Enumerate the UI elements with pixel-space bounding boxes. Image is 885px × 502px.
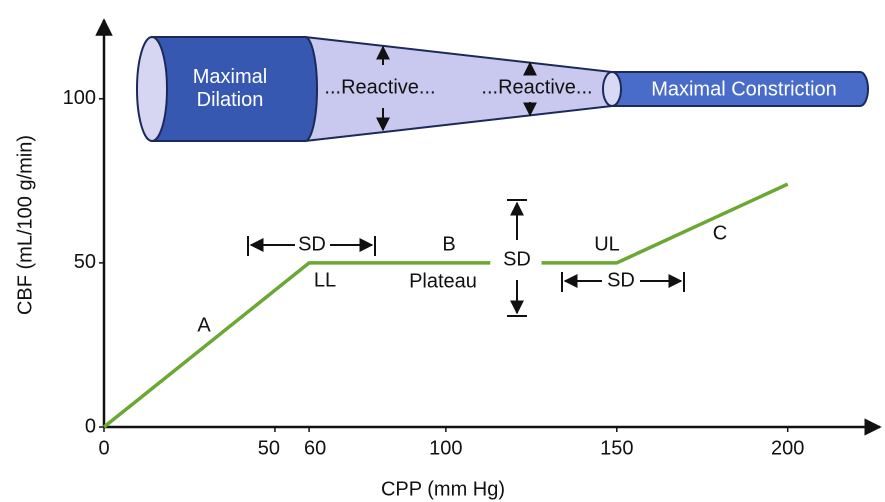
annotation: C bbox=[713, 222, 727, 244]
y-tick-label: 100 bbox=[63, 87, 96, 109]
annotation: A bbox=[197, 314, 211, 336]
x-tick-label: 0 bbox=[98, 437, 109, 459]
x-tick-label: 60 bbox=[304, 437, 326, 459]
data-line bbox=[102, 182, 789, 429]
annotation: Plateau bbox=[409, 270, 477, 292]
annotation: SD bbox=[607, 269, 635, 291]
vessel-label: Maximal Dilation bbox=[192, 66, 268, 111]
x-axis-label: CPP (mm Hg) bbox=[381, 478, 505, 500]
x-tick-label: 200 bbox=[771, 437, 804, 459]
vessel-label: ...Reactive... bbox=[324, 76, 435, 98]
y-tick-label: 50 bbox=[74, 251, 96, 273]
annotation: UL bbox=[594, 233, 620, 255]
y-tick-label: 0 bbox=[85, 415, 96, 437]
vessel-label: Maximal Constriction bbox=[651, 78, 837, 100]
x-tick-label: 150 bbox=[600, 437, 633, 459]
y-axis-label: CBF (mL/100 g/min) bbox=[14, 135, 36, 315]
vessel bbox=[136, 35, 869, 143]
annotation: B bbox=[442, 233, 455, 255]
annotation: LL bbox=[314, 269, 336, 291]
sd-arrows bbox=[247, 199, 685, 317]
annotation: SD bbox=[298, 233, 326, 255]
x-tick-label: 100 bbox=[429, 437, 462, 459]
x-tick-label: 50 bbox=[258, 437, 280, 459]
annotation: SD bbox=[503, 248, 531, 270]
vessel-label: ...Reactive... bbox=[481, 76, 592, 98]
